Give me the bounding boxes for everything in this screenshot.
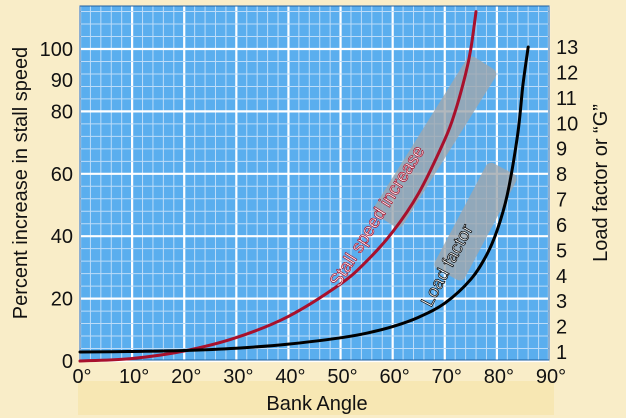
y-left-tick-label: 80 — [51, 101, 73, 123]
bottom-label-band — [78, 381, 554, 415]
x-tick-label: 90° — [536, 366, 566, 388]
y-left-tick-label: 40 — [51, 226, 73, 248]
y-right-tick-label: 2 — [556, 317, 567, 339]
y-right-tick-label: 8 — [556, 164, 567, 186]
y-left-tick-label: 100 — [40, 39, 73, 61]
x-tick-label: 50° — [327, 366, 357, 388]
y-right-tick-label: 1 — [556, 342, 567, 364]
y-left-axis-title: Percent increase in stall speed — [10, 47, 32, 319]
y-right-tick-label: 6 — [556, 215, 567, 237]
load-label-band — [434, 162, 517, 281]
y-left-tick-label: 0 — [62, 351, 73, 373]
y-right-tick-label: 9 — [556, 139, 567, 161]
x-tick-label: 30° — [223, 366, 253, 388]
y-right-tick-label: 5 — [556, 240, 567, 262]
y-right-tick-label: 13 — [556, 37, 578, 59]
x-tick-label: 20° — [171, 366, 201, 388]
y-left-tick-label: 20 — [51, 289, 73, 311]
plot-border — [79, 5, 550, 361]
y-right-tick-label: 4 — [556, 266, 567, 288]
y-right-axis-title: Load factor or “G” — [590, 104, 612, 262]
x-tick-label: 60° — [380, 366, 410, 388]
stall-label-band — [373, 56, 497, 228]
x-tick-label: 80° — [484, 366, 514, 388]
y-right-tick-label: 11 — [556, 88, 577, 110]
y-right-tick-label: 7 — [556, 190, 567, 212]
x-tick-label: 0° — [72, 366, 91, 388]
x-tick-label: 40° — [275, 366, 305, 388]
y-right-tick-label: 3 — [556, 291, 567, 313]
x-tick-label: 10° — [119, 366, 149, 388]
y-right-tick-label: 10 — [556, 113, 578, 135]
y-left-tick-label: 60 — [51, 164, 73, 186]
x-tick-label: 70° — [432, 366, 462, 388]
y-left-tick-label: 90 — [51, 70, 73, 92]
x-axis-title: Bank Angle — [266, 393, 367, 415]
y-right-tick-label: 12 — [556, 62, 578, 84]
load-factor-curve — [78, 45, 530, 354]
